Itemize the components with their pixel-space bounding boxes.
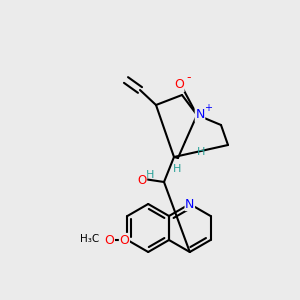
- Text: N: N: [185, 197, 194, 211]
- Text: O: O: [174, 79, 184, 92]
- Text: O: O: [137, 173, 147, 187]
- Text: H: H: [197, 147, 205, 157]
- Text: H: H: [173, 164, 181, 174]
- Text: O: O: [104, 233, 114, 247]
- Text: H: H: [146, 170, 154, 180]
- Text: -: -: [187, 71, 191, 85]
- Text: O: O: [119, 233, 129, 247]
- Text: +: +: [204, 103, 212, 113]
- Text: N: N: [195, 109, 205, 122]
- Text: H₃C: H₃C: [80, 234, 99, 244]
